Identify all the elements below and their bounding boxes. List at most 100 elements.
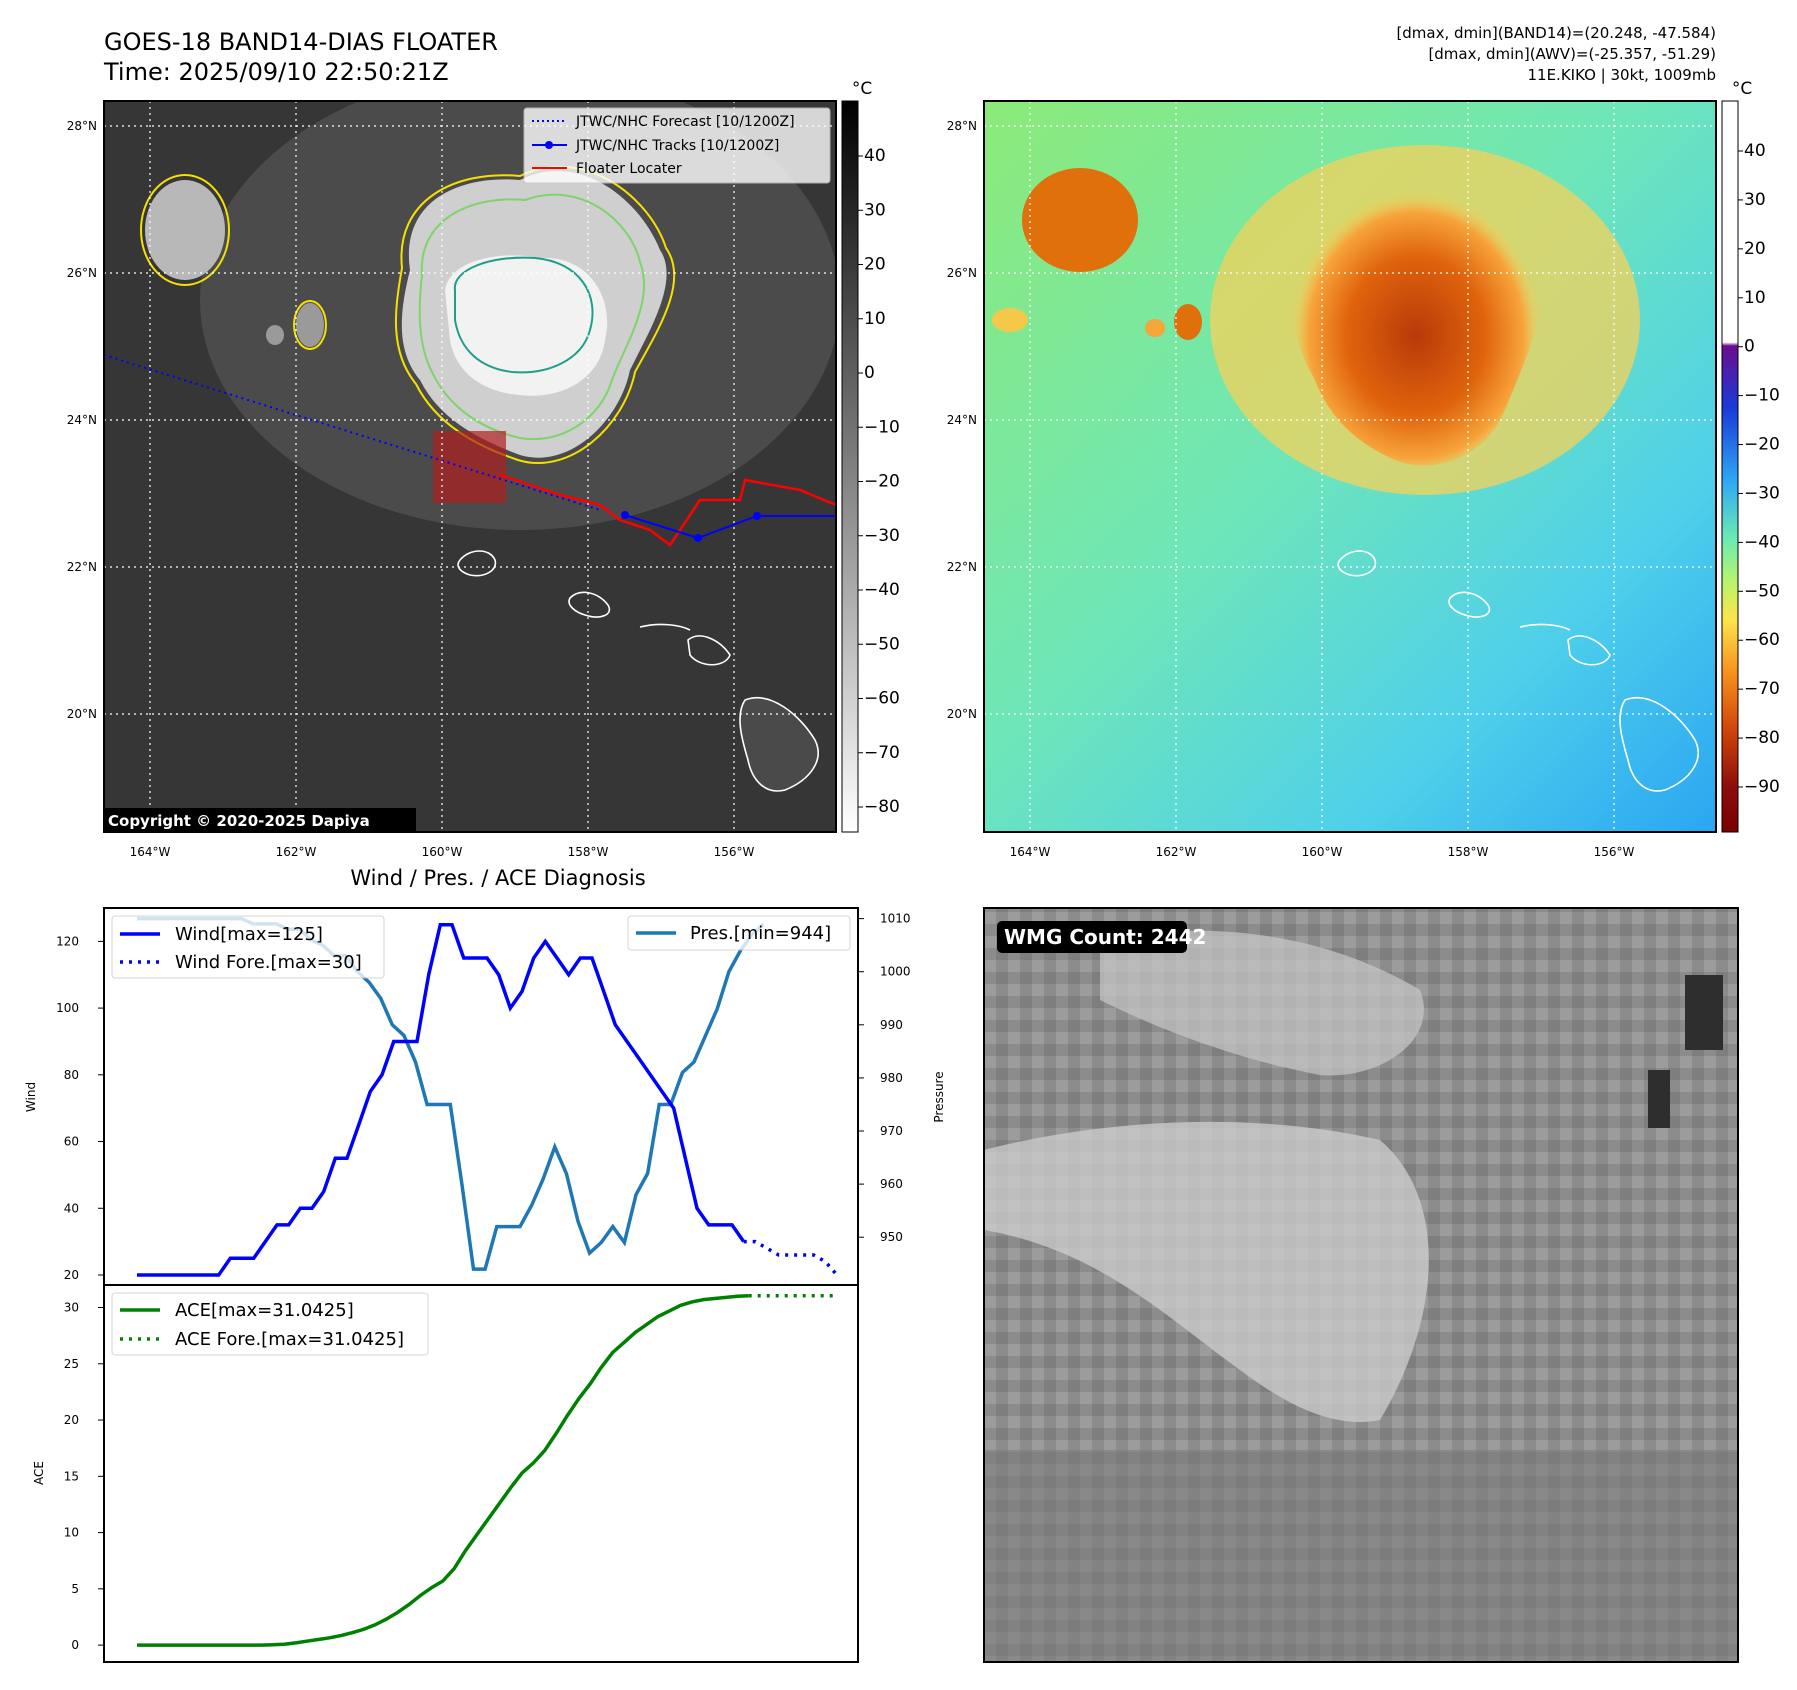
wind-line [137,922,746,1277]
pressure-tick-label: 970 [880,1124,903,1138]
copyright-box [104,808,416,832]
pressure-tick-label: 950 [880,1230,903,1244]
ir-colorbar-label: −30 [864,526,900,546]
ir-lon-label: 158°W [568,845,609,859]
wv-colorbar-label: −10 [1744,386,1780,406]
ir-colorbar-label: 30 [864,200,886,220]
wind-tick-label: 60 [64,1135,79,1149]
ace-tick-label: 0 [71,1638,79,1652]
track-line [624,514,836,540]
track-marker [753,512,761,520]
wv-lon-label: 156°W [1594,845,1635,859]
wind-legend-box [111,915,385,979]
ir-gridlines [104,101,836,832]
ace-legend-box [111,1292,429,1356]
info-awv-range: [dmax, dmin](AWV)=(-25.357, -51.29) [1428,45,1716,63]
legend-tracks-marker [545,141,553,149]
track-marker [621,511,629,519]
wind-tick-label: 100 [56,1001,79,1015]
wmg-count-box [997,921,1187,953]
ir-legend-box [523,107,831,184]
legend-forecast-label: JTWC/NHC Forecast [10/1200Z] [575,114,795,130]
ace-fore-legend-label: ACE Fore.[max=31.0425] [175,1329,404,1350]
wv-lat-label: 22°N [947,560,977,574]
ir-panel: JTWC/NHC Forecast [10/1200Z] JTWC/NHC Tr… [67,79,900,859]
ir-cloud-core [445,255,608,396]
ace-tick-label: 20 [64,1413,79,1427]
floater-locater-line [499,473,836,547]
ace-ticks: 30 25 20 15 10 5 0 [64,1301,104,1652]
pressure-ticks: 1010 1000 990 980 970 960 950 [858,912,911,1244]
ace-tick-label: 15 [64,1469,79,1483]
wv-panel: 164°W 162°W 160°W 158°W 156°W 28°N 26°N … [947,79,1780,859]
pressure-tick-label: 1000 [880,965,911,979]
ir-colorbar-ticks: 40 30 20 10 0 −10 −20 −30 −40 −50 −60 −70 −80 [858,146,900,817]
wv-lat-label: 24°N [947,413,977,427]
wv-colorbar-label: −40 [1744,532,1780,552]
wv-frame [983,100,1717,833]
wv-lat-label: 28°N [947,119,977,133]
wmg-frame [983,907,1739,1663]
legend-tracks-label: JTWC/NHC Tracks [10/1200Z] [575,138,779,154]
ir-teal-contour [453,256,594,374]
ace-legend: ACE[max=31.0425] ACE Fore.[max=31.0425] [111,1292,429,1356]
ace-legend-label: ACE[max=31.0425] [175,1300,354,1321]
ir-lon-label: 162°W [276,845,317,859]
ir-colorbar-label: 20 [864,255,886,275]
wv-lat-label: 20°N [947,707,977,721]
ir-lat-label: 28°N [67,119,97,133]
ir-colorbar-unit: °C [852,79,872,99]
wv-lon-label: 164°W [1010,845,1051,859]
wind-ylabel: Wind [24,1082,38,1112]
ace-tick-label: 30 [64,1301,79,1315]
ace-tick-label: 5 [71,1582,79,1596]
pressure-tick-label: 960 [880,1177,903,1191]
wv-island-maui [1519,623,1611,666]
info-storm: 11E.KIKO | 30kt, 1009mb [1527,66,1716,84]
wv-island-hawaii [1619,697,1699,792]
ir-lat-label: 22°N [67,560,97,574]
wmg-panel: WMG Count: 2442 [983,907,1739,1663]
wmg-count-label: WMG Count: 2442 [1004,925,1206,949]
ir-lat-label: 26°N [67,266,97,280]
info-band14-range: [dmax, dmin](BAND14)=(20.248, -47.584) [1396,24,1716,42]
wv-colorbar-label: 40 [1744,141,1766,161]
wind-forecast-line [743,1239,839,1277]
ir-colorbar-label: 0 [864,363,875,383]
page-title: GOES-18 BAND14-DIAS FLOATER [104,28,498,56]
wv-colorbar-label: −80 [1744,728,1780,748]
wv-gridlines [984,101,1716,832]
wv-lon-label: 162°W [1156,845,1197,859]
wv-colorbar-unit: °C [1732,79,1752,99]
ir-colorbar-label: −80 [864,797,900,817]
wv-lat-label: 26°N [947,266,977,280]
ir-lon-labels: 164°W 162°W 160°W 158°W 156°W [130,845,755,859]
ir-lat-labels: 28°N 26°N 24°N 22°N 20°N [67,119,97,721]
wv-west-cloud [1022,168,1138,272]
wv-colorbar-label: −90 [1744,777,1780,797]
ir-small-cloud-2 [266,325,284,345]
ir-lat-label: 20°N [67,707,97,721]
ir-west-cloud [145,180,225,280]
copyright-text: Copyright © 2020-2025 Dapiya [108,812,370,830]
wv-lat-labels: 28°N 26°N 24°N 22°N 20°N [947,119,977,721]
wind-tick-label: 20 [64,1268,79,1282]
wv-small-cloud-3 [992,308,1028,332]
pressure-legend: Pres.[min=944] [627,915,851,951]
wind-legend: Wind[max=125] Wind Fore.[max=30] [111,915,385,979]
wmg-dark-patch [1648,1070,1670,1128]
ir-legend: JTWC/NHC Forecast [10/1200Z] JTWC/NHC Tr… [523,107,831,184]
ir-west-contour [140,174,230,286]
ace-plot [137,1294,837,1647]
pressure-tick-label: 990 [880,1018,903,1032]
wmg-dark-patch [1685,975,1723,1050]
wv-lon-label: 160°W [1302,845,1343,859]
ir-lon-label: 156°W [714,845,755,859]
wind-fore-legend-label: Wind Fore.[max=30] [175,952,362,973]
ir-lon-label: 160°W [422,845,463,859]
wv-colorbar-label: −50 [1744,581,1780,601]
ir-colorbar-label: −50 [864,634,900,654]
floater-box [433,431,506,503]
wv-colorbar-label: −60 [1744,630,1780,650]
